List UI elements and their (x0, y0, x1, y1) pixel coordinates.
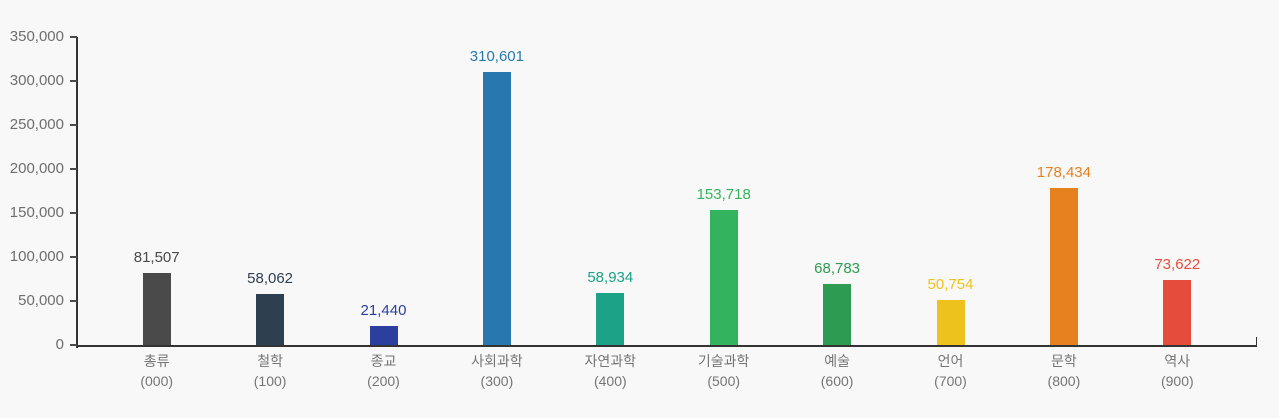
category-code: (700) (934, 373, 967, 389)
category-label: 종교 (200) (314, 351, 454, 391)
category-label: 사회과학 (300) (427, 351, 567, 391)
category-code: (600) (820, 373, 854, 389)
bar-500 (709, 210, 738, 345)
y-tick-label: 100,000 (9, 248, 64, 265)
y-tick-label: 300,000 (9, 72, 64, 89)
value-label: 153,718 (696, 186, 751, 203)
category-label: 자연과학 (400) (540, 351, 680, 391)
value-label: 310,601 (469, 48, 524, 65)
y-tick-mark (70, 344, 77, 346)
y-tick-label: 150,000 (9, 204, 64, 221)
y-tick-label: 50,000 (18, 292, 64, 309)
value-label: 68,783 (814, 260, 861, 277)
category-name: 기술과학 (697, 353, 750, 369)
y-tick-mark (70, 36, 77, 38)
bar-200 (369, 326, 398, 345)
y-tick-mark (70, 212, 77, 214)
value-label: 50,754 (927, 276, 974, 293)
value-label: 21,440 (360, 302, 407, 319)
category-name: 언어 (937, 353, 964, 369)
category-code: (300) (480, 373, 514, 389)
category-code: (000) (140, 373, 174, 389)
category-label: 언어 (700) (881, 351, 1021, 391)
y-tick-label: 200,000 (9, 160, 64, 177)
category-label: 총류 (000) (87, 351, 227, 391)
plot-area: 0 50,000 100,000 150,000 200,000 250,000 300,0… (10, 28, 1257, 389)
category-code: (200) (367, 373, 400, 389)
category-label: 철학 (100) (200, 351, 340, 391)
category-code: (400) (593, 373, 627, 389)
bar-300 (482, 72, 511, 345)
bar-000 (142, 273, 171, 345)
category-label: 예술 (600) (767, 351, 907, 391)
category-name: 총류 (143, 353, 170, 369)
value-label: 58,934 (587, 269, 634, 286)
bar-700 (936, 300, 965, 345)
category-name: 사회과학 (471, 353, 523, 369)
value-label: 81,507 (133, 249, 180, 266)
category-name: 역사 (1164, 353, 1191, 369)
category-code: (900) (1160, 373, 1194, 389)
value-label: 178,434 (1036, 164, 1091, 181)
category-name: 자연과학 (584, 353, 637, 369)
y-tick-mark (70, 80, 77, 82)
category-code: (500) (707, 373, 741, 389)
category-name: 예술 (824, 353, 850, 369)
category-label: 역사 (900) (1107, 351, 1247, 391)
category-code: (100) (253, 373, 287, 389)
category-name: 문학 (1051, 353, 1077, 369)
y-tick-mark (70, 168, 77, 170)
category-label: 기술과학 (500) (654, 351, 794, 391)
x-axis (76, 345, 1257, 347)
bar-100 (256, 294, 285, 345)
y-tick-mark (70, 124, 77, 126)
bar-800 (1049, 188, 1078, 345)
value-label: 73,622 (1154, 256, 1201, 273)
category-code: (800) (1047, 373, 1081, 389)
y-tick-label: 0 (55, 336, 64, 353)
bar-400 (596, 293, 625, 345)
y-tick-mark (70, 300, 77, 302)
y-tick-mark (70, 256, 77, 258)
y-tick-label: 350,000 (9, 28, 64, 45)
y-tick-label: 250,000 (9, 116, 64, 133)
category-name: 종교 (370, 353, 397, 369)
category-name: 철학 (257, 353, 283, 369)
bar-900 (1163, 280, 1192, 345)
category-label: 문학 (800) (994, 351, 1134, 391)
y-axis (76, 37, 78, 348)
bar-600 (823, 284, 852, 345)
value-label: 58,062 (247, 270, 294, 287)
x-axis-end-tick (1255, 337, 1257, 345)
